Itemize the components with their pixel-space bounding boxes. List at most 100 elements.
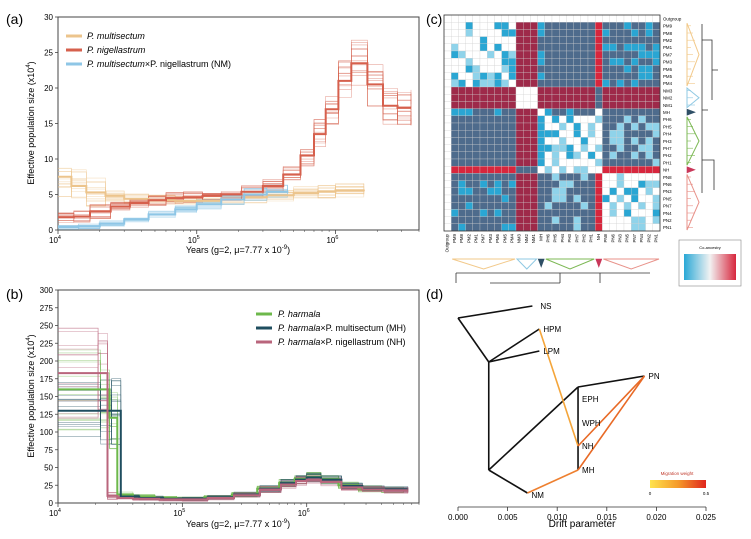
heatmap-cell bbox=[587, 22, 596, 30]
heatmap-cell bbox=[523, 216, 531, 224]
heatmap-cell bbox=[443, 94, 452, 102]
panel-b-y-axis-label: Effective population size (x104) bbox=[26, 334, 36, 457]
heatmap-cell bbox=[472, 29, 481, 37]
heatmap-cell bbox=[587, 14, 596, 23]
heatmap-cell bbox=[623, 144, 632, 152]
heatmap-cell bbox=[645, 79, 653, 88]
heatmap-cell bbox=[587, 72, 596, 80]
heatmap-cell bbox=[537, 130, 545, 138]
x-tick-label: 105 bbox=[188, 235, 200, 245]
heatmap-cell bbox=[458, 72, 466, 80]
heatmap-cell bbox=[479, 29, 488, 37]
heatmap-cell bbox=[631, 29, 639, 37]
heatmap-cell bbox=[551, 223, 560, 232]
heatmap-cell bbox=[523, 43, 531, 52]
heatmap-cell bbox=[566, 130, 574, 138]
heatmap-cell bbox=[472, 151, 481, 160]
heatmap-cell bbox=[451, 115, 459, 124]
heatmap-cell bbox=[638, 216, 646, 224]
heatmap-cell bbox=[458, 187, 466, 196]
heatmap-cell bbox=[465, 158, 473, 167]
heatmap-cell bbox=[566, 115, 574, 124]
heatmap-cell bbox=[638, 43, 646, 52]
heatmap-cell bbox=[573, 72, 581, 80]
heatmap-cell bbox=[595, 79, 603, 88]
heatmap-cell bbox=[595, 65, 603, 73]
x-tick-base: 10 bbox=[49, 509, 58, 518]
heatmap-cell bbox=[487, 166, 495, 174]
heatmap-cell bbox=[443, 194, 452, 203]
x-tick-exp: 6 bbox=[335, 235, 338, 241]
heatmap-cell bbox=[479, 43, 488, 52]
heatmap-cell bbox=[623, 50, 632, 59]
col-label: NM2 bbox=[524, 233, 529, 243]
row-label: NM1 bbox=[663, 103, 673, 108]
x-tick-label: 104 bbox=[49, 235, 61, 245]
heatmap-cell bbox=[487, 72, 495, 80]
heatmap-cell bbox=[508, 50, 517, 59]
heatmap-cell bbox=[595, 130, 603, 138]
heatmap-cell bbox=[443, 65, 452, 73]
heatmap-cell bbox=[530, 50, 538, 59]
heatmap-cell bbox=[609, 115, 617, 124]
branch-to-ph bbox=[488, 386, 579, 471]
heatmap-cell bbox=[551, 194, 560, 203]
heatmap-cell bbox=[551, 101, 560, 109]
heatmap-cell bbox=[602, 29, 610, 37]
panel-a-legend: P. multisectum P. nigellastrum P. multis… bbox=[66, 31, 231, 69]
panel-b-x-ticks: 104 105 106 bbox=[49, 503, 420, 518]
heatmap-cell bbox=[443, 29, 452, 37]
heatmap-cell bbox=[595, 187, 603, 196]
x-tick-label: 0.015 bbox=[597, 513, 618, 522]
heatmap-cell bbox=[458, 108, 466, 116]
heatmap-cell bbox=[580, 194, 589, 203]
heatmap-cell bbox=[616, 122, 625, 131]
heatmap-cell bbox=[587, 137, 596, 145]
heatmap-cell bbox=[494, 65, 502, 73]
heatmap-cell bbox=[566, 209, 574, 217]
heatmap-cell bbox=[472, 166, 481, 174]
heatmap-cell bbox=[595, 223, 603, 232]
legend-label-nm: P. multisectum×P. nigellastrum (NM) bbox=[87, 59, 231, 69]
heatmap-cell bbox=[494, 115, 502, 124]
heatmap-cell bbox=[609, 79, 617, 88]
heatmap-cell bbox=[443, 202, 452, 210]
heatmap-cell bbox=[465, 86, 473, 95]
heatmap-cell bbox=[623, 108, 632, 116]
row-label: PM4 bbox=[663, 81, 673, 86]
heatmap-cell bbox=[652, 180, 661, 188]
heatmap-cell bbox=[451, 36, 459, 44]
col-label: PH7 bbox=[574, 233, 579, 242]
heatmap-cell bbox=[559, 108, 567, 116]
panel-a-series bbox=[58, 62, 411, 229]
migration-edge-3 bbox=[527, 469, 579, 494]
heatmap-cell bbox=[559, 72, 567, 80]
heatmap-cell bbox=[573, 194, 581, 203]
heatmap-cell bbox=[515, 166, 524, 174]
heatmap-cell bbox=[451, 223, 459, 232]
heatmap-cell bbox=[523, 94, 531, 102]
heatmap-cell bbox=[472, 14, 481, 23]
migration-weight-label: Migration weight bbox=[661, 471, 695, 476]
row-label: Outgroup bbox=[663, 16, 682, 21]
heatmap-cell bbox=[616, 223, 625, 232]
heatmap-cell bbox=[530, 108, 538, 116]
heatmap-cell bbox=[515, 115, 524, 124]
heatmap-cell bbox=[645, 130, 653, 138]
heatmap-cell bbox=[559, 43, 567, 52]
heatmap-cell bbox=[623, 187, 632, 196]
heatmap-cell bbox=[638, 223, 646, 232]
panel-c-dendrogram bbox=[452, 23, 718, 284]
heatmap-cell bbox=[587, 86, 596, 95]
heatmap-cell bbox=[501, 166, 509, 174]
heatmap-cell bbox=[623, 130, 632, 138]
col-label: PH2 bbox=[581, 233, 586, 242]
heatmap-cell bbox=[609, 137, 617, 145]
heatmap-cell bbox=[472, 216, 481, 224]
heatmap-cell bbox=[652, 202, 661, 210]
heatmap-cell bbox=[501, 72, 509, 80]
x-tick-exp: 4 bbox=[58, 508, 61, 514]
heatmap-cell bbox=[530, 58, 538, 66]
heatmap-cell bbox=[508, 151, 517, 160]
heatmap-cell bbox=[645, 151, 653, 160]
